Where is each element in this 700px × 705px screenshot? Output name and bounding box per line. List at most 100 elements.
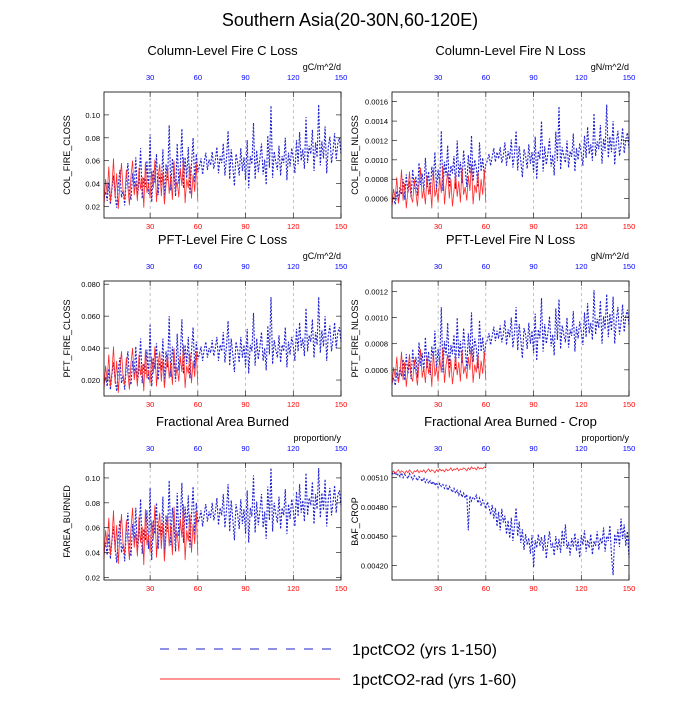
y-tick-label: 0.04 [85,549,100,558]
y-tick-label: 0.00480 [361,503,388,512]
chart-panel-2: PFT-Level Fire C Loss gC/m^2/d 0.020 0.040 0… [62,232,347,409]
x-tick-label-bottom: 150 [335,584,348,593]
x-tick-label-bottom: 30 [146,400,154,409]
panel-title: PFT-Level Fire C Loss [158,232,288,247]
y-axis-label: FAREA_BURNED [62,485,72,558]
chart-panel-3: PFT-Level Fire N Loss gN/m^2/d 0.0006 0.000… [350,232,635,409]
x-tick-label-top: 30 [146,444,154,453]
series-line-1pctco2 [103,296,342,392]
y-tick-label: 0.0008 [365,340,388,349]
x-tick-label-top: 30 [146,262,154,271]
x-tick-label-top: 150 [335,444,348,453]
x-tick-label-bottom: 150 [623,222,636,231]
x-tick-label-bottom: 90 [529,584,537,593]
x-tick-label-bottom: 120 [287,584,300,593]
x-tick-label-top: 60 [194,262,202,271]
x-tick-label-top: 150 [335,73,348,82]
y-axis-label: BAF_CROP [350,497,360,546]
x-tick-label-bottom: 30 [146,222,154,231]
y-tick-label: 0.02 [85,574,100,583]
x-tick-label-bottom: 150 [335,400,348,409]
units-label: gC/m^2/d [303,62,341,72]
y-tick-label: 0.04 [85,180,100,189]
plot-frame [391,91,630,219]
y-tick-label: 0.10 [85,111,100,120]
legend-label-1pctco2-rad: 1pctCO2-rad (yrs 1-60) [352,672,517,689]
y-tick-label: 0.08 [85,499,100,508]
y-tick-label: 0.040 [81,344,100,353]
y-tick-label: 0.080 [81,280,100,289]
series-line-1pctco2-rad [103,344,199,393]
x-tick-label-bottom: 120 [575,400,588,409]
series-line-1pctco2 [391,290,630,386]
y-tick-label: 0.0012 [365,287,388,296]
y-axis-label: PFT_FIRE_NLOSS [350,299,360,377]
x-tick-label-bottom: 30 [434,222,442,231]
series-line-1pctco2-rad [391,346,487,387]
series-line-1pctco2-rad [103,504,199,566]
x-tick-label-top: 120 [287,262,300,271]
legend: 1pctCO2 (yrs 1-150) 1pctCO2-rad (yrs 1-6… [160,642,517,689]
chart-panel-1: Column-Level Fire N Loss gN/m^2/d 0.0006 0.… [350,43,635,231]
y-tick-label: 0.0006 [365,195,388,204]
x-tick-label-bottom: 60 [482,584,490,593]
plot-frame [103,91,342,219]
x-tick-label-bottom: 150 [623,400,636,409]
y-tick-label: 0.020 [81,376,100,385]
y-tick-label: 0.0012 [365,136,388,145]
x-tick-label-bottom: 30 [146,584,154,593]
panel-title: Column-Level Fire C Loss [147,43,298,58]
x-tick-label-top: 30 [146,73,154,82]
y-axis-label: PFT_FIRE_CLOSS [62,299,72,377]
y-tick-label: 0.06 [85,157,100,166]
series-line-1pctco2-rad [391,466,487,475]
series-line-1pctco2 [103,467,342,563]
x-tick-label-bottom: 60 [194,400,202,409]
x-tick-label-top: 60 [194,444,202,453]
y-tick-label: 0.0010 [365,156,388,165]
x-tick-label-bottom: 150 [335,222,348,231]
x-tick-label-bottom: 90 [529,400,537,409]
units-label: gN/m^2/d [591,251,629,261]
x-tick-label-bottom: 60 [194,584,202,593]
chart-panel-5: Fractional Area Burned - Crop proportion/… [350,414,635,593]
x-tick-label-top: 120 [575,73,588,82]
x-tick-label-bottom: 90 [241,584,249,593]
x-tick-label-top: 90 [241,73,249,82]
panel-title: Fractional Area Burned [156,414,289,429]
y-tick-label: 0.08 [85,134,100,143]
y-axis-label: COL_FIRE_NLOSS [350,115,360,195]
x-tick-label-top: 150 [623,444,636,453]
plot-frame [391,462,630,581]
x-tick-label-bottom: 150 [623,584,636,593]
x-tick-label-top: 90 [529,262,537,271]
x-tick-label-top: 90 [529,444,537,453]
figure-title: Southern Asia(20-30N,60-120E) [222,10,478,30]
panel-title: Column-Level Fire N Loss [435,43,586,58]
plot-frame [391,280,630,397]
x-tick-label-bottom: 60 [194,222,202,231]
y-tick-label: 0.10 [85,474,100,483]
series-line-1pctco2-rad [103,157,199,209]
x-tick-label-bottom: 60 [482,222,490,231]
x-tick-label-top: 90 [241,262,249,271]
x-tick-label-bottom: 90 [241,222,249,231]
x-tick-label-top: 30 [434,73,442,82]
panel-title: PFT-Level Fire N Loss [446,232,576,247]
y-tick-label: 0.0014 [365,117,388,126]
x-tick-label-bottom: 90 [241,400,249,409]
x-tick-label-bottom: 30 [434,584,442,593]
units-label: gN/m^2/d [591,62,629,72]
series-line-1pctco2 [391,104,630,205]
x-tick-label-bottom: 120 [575,584,588,593]
y-tick-label: 0.0010 [365,314,388,323]
x-tick-label-bottom: 120 [575,222,588,231]
x-tick-label-top: 60 [482,262,490,271]
x-tick-label-top: 60 [482,444,490,453]
units-label: gC/m^2/d [303,251,341,261]
x-tick-label-bottom: 60 [482,400,490,409]
y-tick-label: 0.02 [85,203,100,212]
x-tick-label-top: 30 [434,444,442,453]
x-tick-label-top: 120 [287,73,300,82]
